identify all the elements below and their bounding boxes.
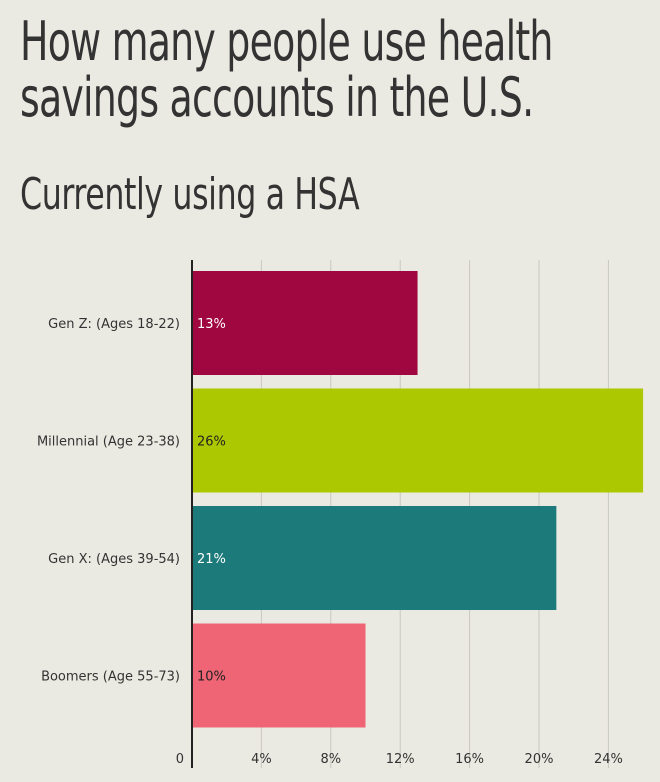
data-label: 13% bbox=[197, 317, 226, 332]
bar bbox=[192, 623, 366, 728]
category-label: Millennial (Age 23-38) bbox=[37, 435, 180, 450]
bar bbox=[192, 506, 557, 610]
x-tick-label: 8% bbox=[320, 752, 341, 767]
bar bbox=[192, 388, 644, 493]
x-tick-label: 12% bbox=[386, 752, 415, 767]
x-tick-label: 4% bbox=[251, 752, 272, 767]
x-tick-label: 24% bbox=[594, 752, 623, 767]
category-label: Gen Z: (Ages 18-22) bbox=[48, 317, 180, 332]
data-label: 10% bbox=[197, 670, 226, 685]
category-label: Boomers (Age 55-73) bbox=[41, 670, 180, 685]
x-tick-label: 0 bbox=[176, 752, 184, 767]
category-label: Gen X: (Ages 39-54) bbox=[48, 552, 180, 567]
chart-subtitle: Currently using a HSA bbox=[20, 169, 360, 220]
data-label: 21% bbox=[197, 552, 226, 567]
chart-title: How many people use health savings accou… bbox=[20, 10, 553, 129]
x-tick-label: 20% bbox=[525, 752, 554, 767]
data-label: 26% bbox=[197, 435, 226, 450]
x-tick-label: 16% bbox=[455, 752, 484, 767]
bar-chart: 13% Gen Z: (Ages 18-22) 26% Millennial (Age… bbox=[37, 260, 644, 768]
bar bbox=[192, 271, 418, 375]
